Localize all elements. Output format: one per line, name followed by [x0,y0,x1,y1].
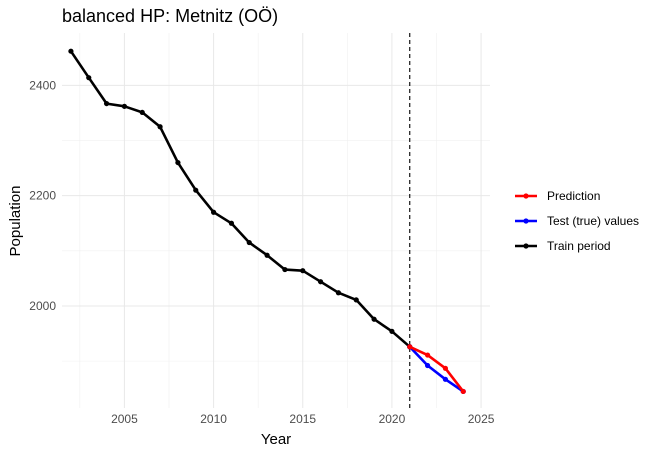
data-point [86,75,92,81]
legend-key-point [523,218,529,224]
series-prediction [407,344,466,395]
x-axis-title: Year [261,431,291,448]
chart-title: balanced HP: Metnitz (OÖ) [62,6,279,26]
data-point [193,187,199,193]
data-point [175,159,181,166]
data-point [121,103,128,109]
grid [62,33,490,408]
series-line [69,49,412,349]
data-point [282,266,288,273]
data-point [460,388,466,395]
data-point [68,48,74,54]
y-tick-label: 2400 [29,78,56,92]
legend-item: Train period [515,239,611,253]
x-tick-label: 2005 [111,412,138,426]
data-point [228,220,235,226]
data-point [103,100,110,107]
legend-item: Prediction [515,189,600,203]
data-point [424,352,431,358]
data-point [317,279,324,285]
x-tick-label: 2020 [379,412,406,426]
data-point [264,252,270,258]
axis-tick-labels: 2005 2010 2015 2020 2025 2000 2200 2400 [29,78,494,426]
x-tick-label: 2010 [200,412,227,426]
legend-label: Train period [547,239,611,253]
data-point [157,124,163,130]
data-point [335,290,342,296]
legend-item: Test (true) values [515,214,639,228]
series-train-period [68,48,413,350]
data-point [300,268,306,274]
data-point [353,297,359,303]
x-tick-label: 2025 [468,412,495,426]
series-line [408,345,465,393]
data-point [424,362,431,369]
data-point [210,209,217,215]
data-point [246,239,252,246]
y-tick-label: 2200 [29,189,56,203]
legend-label: Test (true) values [547,214,639,228]
data-point [389,328,395,334]
data-point [371,316,377,322]
series-layer [68,48,466,395]
legend-key-point [523,193,529,199]
data-point [442,376,449,382]
x-tick-label: 2015 [289,412,316,426]
data-point [442,365,449,371]
legend: Prediction Test (true) values Train period [515,189,639,253]
data-point [407,344,413,350]
y-tick-label: 2000 [29,299,56,313]
legend-label: Prediction [547,189,600,203]
series-line [408,345,465,393]
y-axis-title: Population [7,186,24,257]
data-point [139,109,145,116]
legend-key-point [523,243,529,249]
